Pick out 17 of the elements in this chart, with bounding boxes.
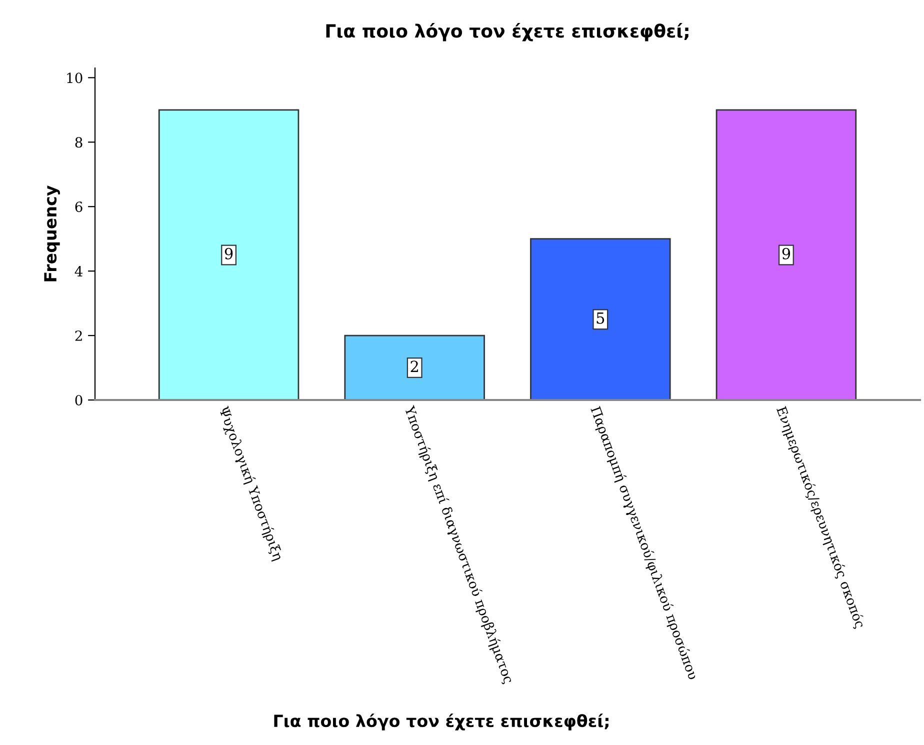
bar — [716, 109, 857, 400]
y-tick-label: 0 — [75, 394, 82, 406]
bar — [158, 109, 300, 400]
data-label: 2 — [410, 360, 418, 372]
bar — [344, 334, 485, 400]
y-tick-label: 8 — [75, 137, 82, 148]
y-tick-label: 6 — [75, 202, 82, 212]
y-tick-label: 2 — [75, 330, 82, 341]
data-label: 5 — [596, 312, 604, 324]
y-tick-label: 4 — [74, 266, 82, 276]
x-axis-title: Για ποιο λόγο τον έχετε επισκεφθεί; — [274, 714, 608, 730]
bar — [530, 238, 671, 400]
y-tick-label: 10 — [67, 72, 82, 84]
data-label: 9 — [224, 248, 233, 260]
y-axis-title: Frequency — [44, 186, 60, 282]
data-label: 9 — [782, 248, 790, 260]
chart-title: Για ποιο λόγο τον έχετε επισκεφθεί; — [326, 23, 688, 42]
